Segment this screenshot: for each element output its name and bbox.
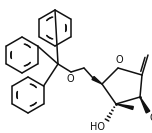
Polygon shape [92, 76, 102, 84]
Polygon shape [116, 104, 133, 109]
Text: OH: OH [150, 113, 152, 123]
Text: O: O [115, 55, 123, 65]
Text: HO: HO [90, 122, 105, 132]
Text: O: O [66, 74, 74, 84]
Polygon shape [140, 97, 150, 113]
Text: O: O [151, 49, 152, 59]
